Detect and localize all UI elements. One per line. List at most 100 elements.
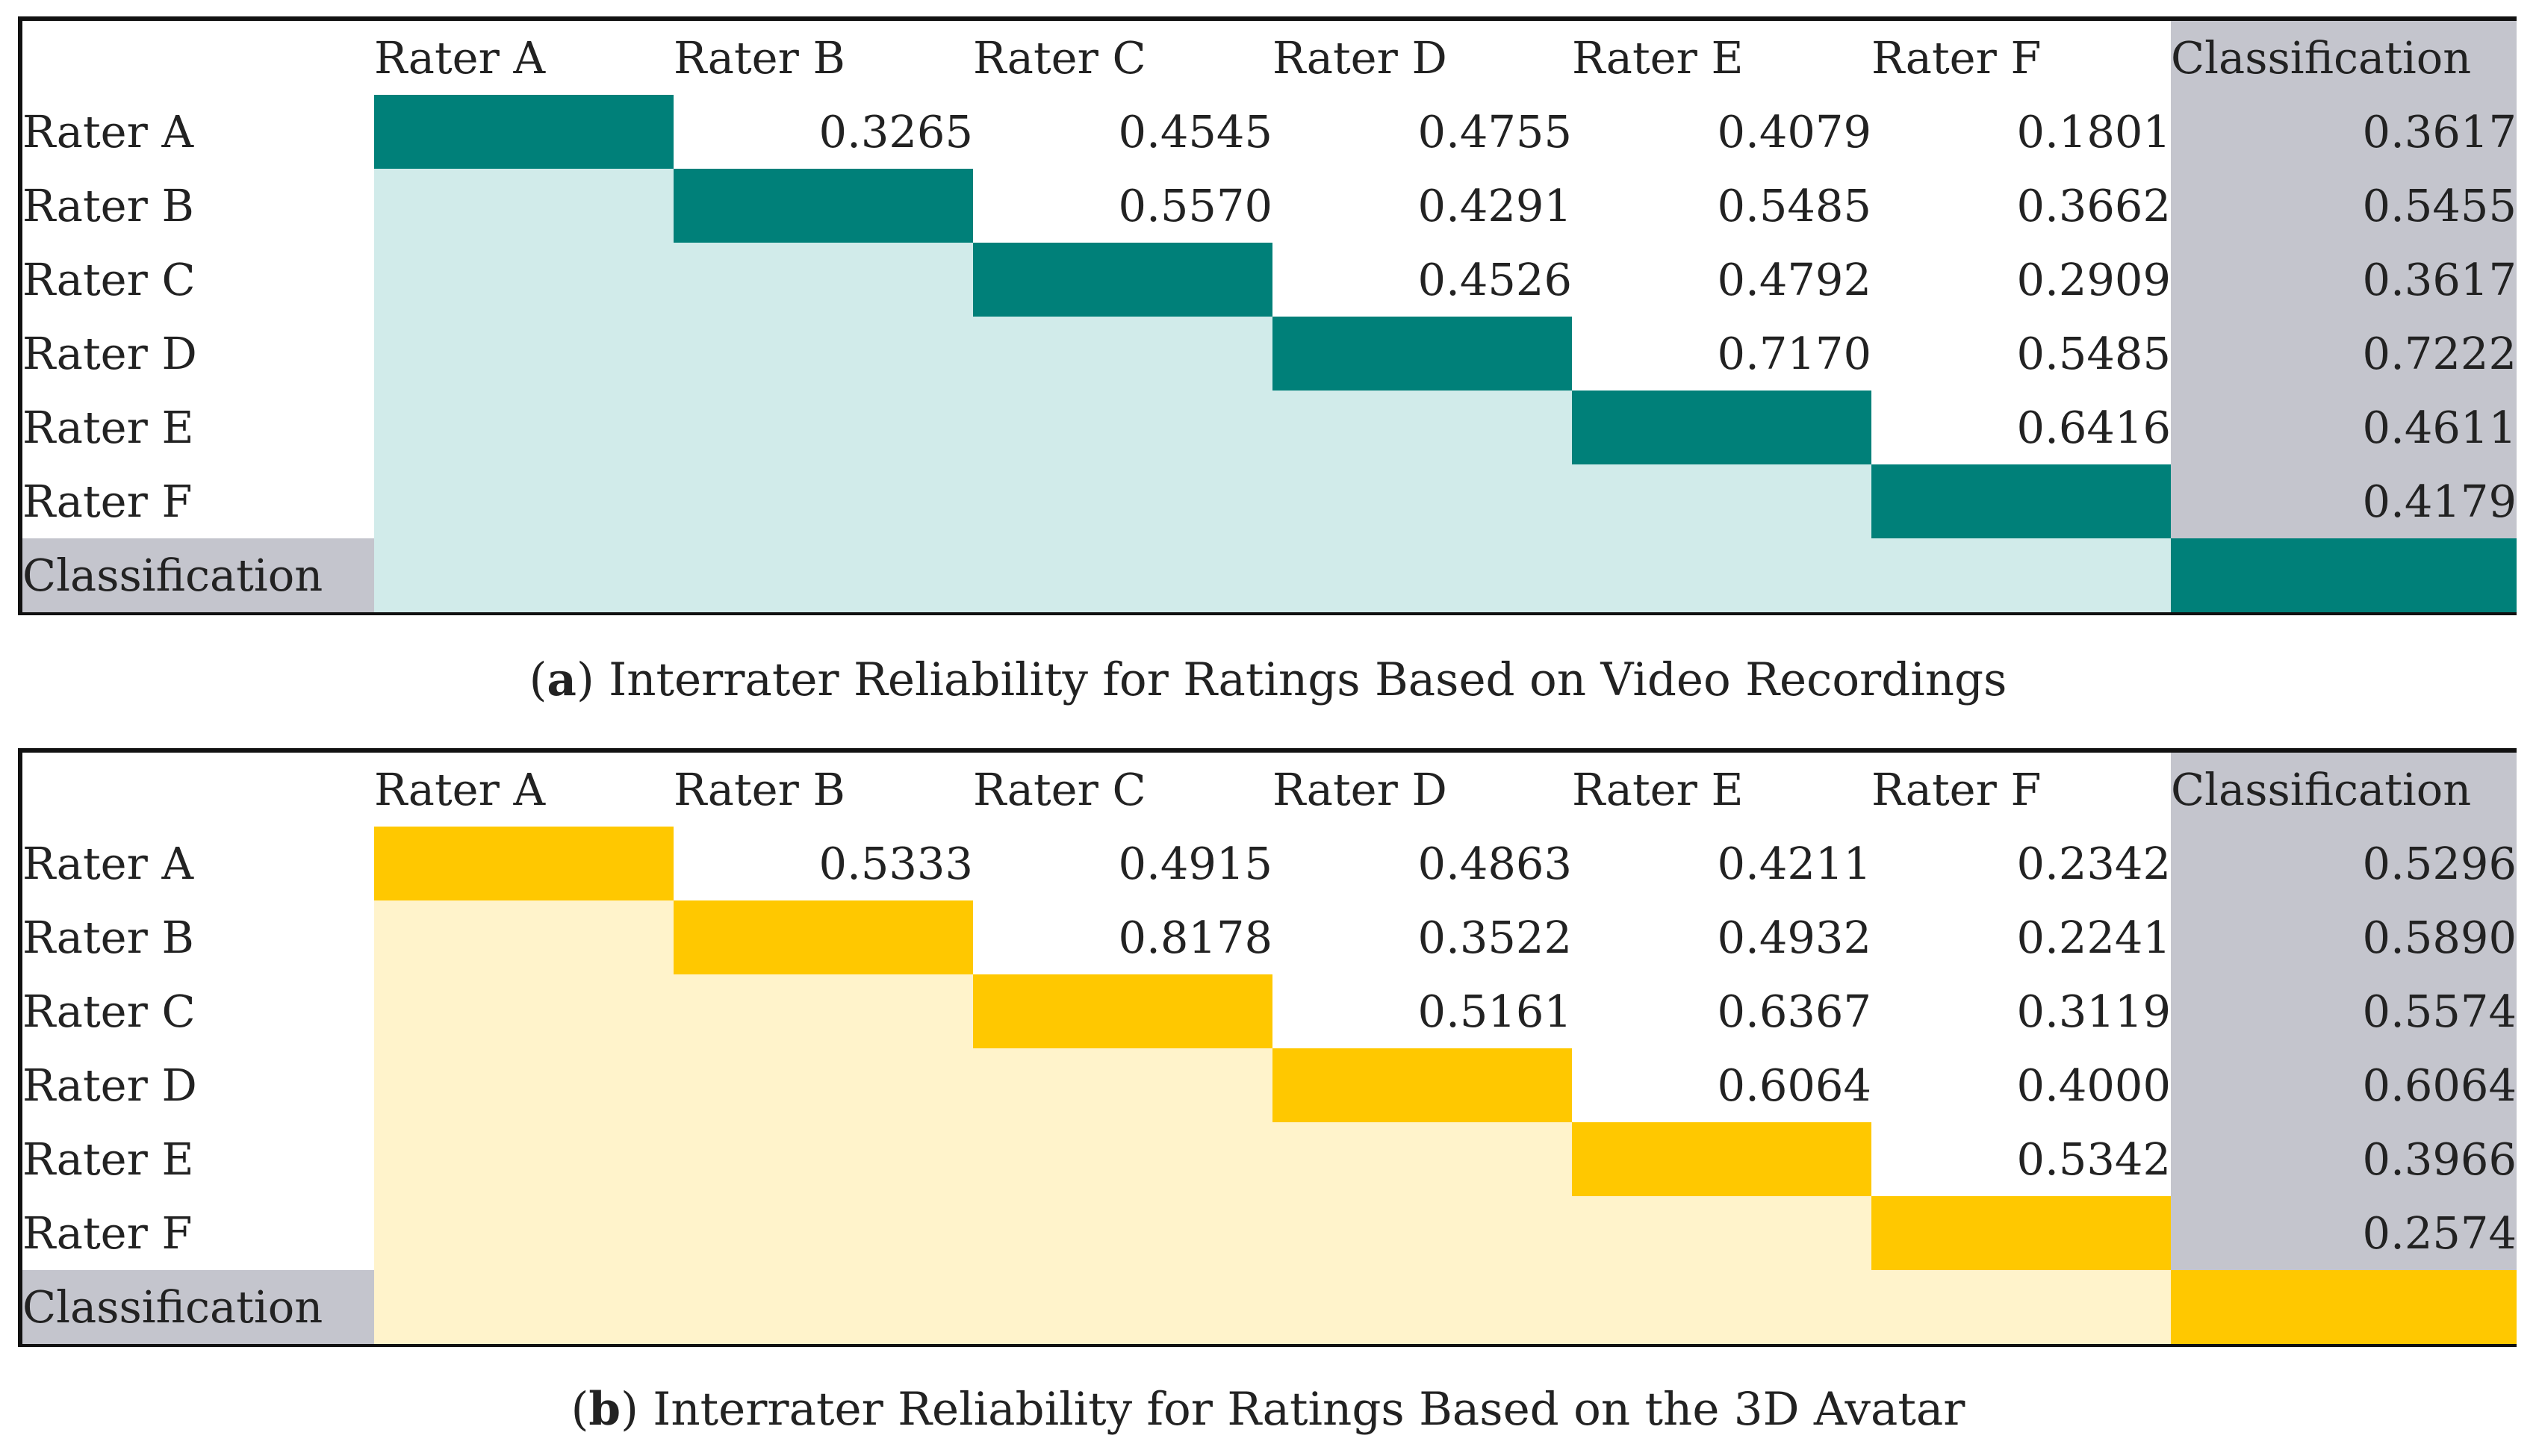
lower-triangle-cell — [374, 1270, 674, 1344]
column-header: Rater B — [674, 764, 845, 815]
lower-triangle-cell — [674, 1122, 973, 1196]
column-header: Rater F — [1871, 764, 2042, 815]
lower-triangle-cell — [1272, 391, 1572, 464]
agreement-value-cell: 0.3522 — [1417, 912, 1572, 963]
column-header: Rater A — [374, 32, 546, 84]
diagonal-cell — [374, 95, 674, 169]
agreement-value-cell: 0.4755 — [1417, 106, 1572, 158]
diagonal-cell — [1572, 391, 1871, 464]
diagonal-cell — [973, 243, 1272, 317]
diagonal-cell — [973, 974, 1272, 1048]
row-header: Classification — [22, 1270, 374, 1344]
matrix-row: Rater E 0.5342 0.3966 — [22, 1122, 2517, 1196]
diagonal-cell — [1572, 1122, 1871, 1196]
column-header: Rater E — [1572, 32, 1744, 84]
lower-triangle-cell — [1871, 538, 2171, 612]
agreement-value-cell: 0.2241 — [2016, 912, 2171, 963]
lower-triangle-cell — [674, 1048, 973, 1122]
matrix-row: Rater A 0.3265 0.4545 0.4755 0.4079 0.1801 0.3… — [22, 95, 2517, 169]
lower-triangle-cell — [973, 1122, 1272, 1196]
caption-b: (b) Interrater Reliability for Ratings B… — [571, 1383, 1965, 1436]
row-header: Rater F — [22, 1207, 193, 1259]
agreement-value-cell: 0.8178 — [1118, 912, 1272, 963]
agreement-value-cell: 0.3265 — [818, 106, 973, 158]
agreement-value-cell: 0.5890 — [2171, 900, 2517, 974]
column-header: Rater C — [973, 32, 1146, 84]
matrix-panel-a: Rater A Rater B Rater C Rater D Rater E Rater… — [18, 16, 2517, 615]
matrix-row: Rater F 0.2574 — [22, 1196, 2517, 1270]
row-header: Rater C — [22, 254, 196, 305]
lower-triangle-cell — [1572, 1270, 1871, 1344]
lower-triangle-cell — [374, 1048, 674, 1122]
caption-a-text: Interrater Reliability for Ratings Based… — [609, 653, 2007, 706]
agreement-value-cell: 0.6064 — [2171, 1048, 2517, 1122]
lower-triangle-cell — [374, 317, 674, 391]
lower-triangle-cell — [374, 538, 674, 612]
row-header: Rater E — [22, 1133, 194, 1185]
row-header: Classification — [22, 538, 374, 612]
lower-triangle-cell — [374, 169, 674, 243]
lower-triangle-cell — [374, 974, 674, 1048]
agreement-value-cell: 0.4291 — [1417, 180, 1572, 231]
agreement-value-cell: 0.2909 — [2016, 254, 2171, 305]
diagonal-cell — [374, 827, 674, 900]
lower-triangle-cell — [973, 538, 1272, 612]
agreement-value-cell: 0.4611 — [2171, 391, 2517, 464]
agreement-value-cell: 0.4932 — [1717, 912, 1871, 963]
corner-cell — [22, 21, 374, 95]
agreement-value-cell: 0.5296 — [2171, 827, 2517, 900]
row-header: Rater B — [22, 912, 194, 963]
agreement-value-cell: 0.3617 — [2171, 243, 2517, 317]
lower-triangle-cell — [674, 243, 973, 317]
lower-triangle-cell — [1572, 538, 1871, 612]
agreement-value-cell: 0.4792 — [1717, 254, 1871, 305]
header-row: Rater A Rater B Rater C Rater D Rater E Rater… — [22, 21, 2517, 95]
diagonal-cell — [674, 900, 973, 974]
lower-triangle-cell — [674, 391, 973, 464]
matrix-row: Classification — [22, 1270, 2517, 1344]
agreement-value-cell: 0.5161 — [1417, 986, 1572, 1037]
diagonal-cell — [1272, 1048, 1572, 1122]
lower-triangle-cell — [1272, 1196, 1572, 1270]
caption-a-label: a — [547, 653, 576, 706]
agreement-value-cell: 0.3119 — [2016, 986, 2171, 1037]
row-header: Rater C — [22, 986, 196, 1037]
lower-triangle-cell — [973, 1196, 1272, 1270]
matrix-row: Rater D 0.6064 0.4000 0.6064 — [22, 1048, 2517, 1122]
lower-triangle-cell — [973, 464, 1272, 538]
lower-triangle-cell — [1572, 1196, 1871, 1270]
column-header: Rater B — [674, 32, 845, 84]
diagonal-cell — [1871, 464, 2171, 538]
column-header: Classification — [2171, 753, 2517, 827]
row-header: Rater A — [22, 838, 194, 889]
corner-cell — [22, 753, 374, 827]
matrix-row: Rater D 0.7170 0.5485 0.7222 — [22, 317, 2517, 391]
row-header: Rater B — [22, 180, 194, 231]
diagonal-cell — [1871, 1196, 2171, 1270]
header-row: Rater A Rater B Rater C Rater D Rater E Rater… — [22, 753, 2517, 827]
agreement-value-cell: 0.2342 — [2016, 838, 2171, 889]
agreement-value-cell: 0.7222 — [2171, 317, 2517, 391]
lower-triangle-cell — [973, 1048, 1272, 1122]
matrix-row: Rater E 0.6416 0.4611 — [22, 391, 2517, 464]
lower-triangle-cell — [374, 464, 674, 538]
row-header: Rater D — [22, 328, 197, 379]
agreement-value-cell: 0.5485 — [1717, 180, 1871, 231]
diagonal-cell — [674, 169, 973, 243]
diagonal-cell — [1272, 317, 1572, 391]
correlation-matrix: Rater A Rater B Rater C Rater D Rater E Rater… — [22, 21, 2517, 612]
row-header: Rater F — [22, 476, 193, 527]
agreement-value-cell: 0.4211 — [1717, 838, 1871, 889]
lower-triangle-cell — [674, 317, 973, 391]
lower-triangle-cell — [1871, 1270, 2171, 1344]
lower-triangle-cell — [1272, 464, 1572, 538]
column-header: Rater F — [1871, 32, 2042, 84]
lower-triangle-cell — [374, 243, 674, 317]
column-header: Rater D — [1272, 32, 1447, 84]
lower-triangle-cell — [374, 900, 674, 974]
column-header: Classification — [2171, 21, 2517, 95]
column-header: Rater A — [374, 764, 546, 815]
agreement-value-cell: 0.5333 — [818, 838, 973, 889]
agreement-value-cell: 0.5342 — [2016, 1133, 2171, 1185]
matrix-row: Rater B 0.8178 0.3522 0.4932 0.2241 0.5890 — [22, 900, 2517, 974]
